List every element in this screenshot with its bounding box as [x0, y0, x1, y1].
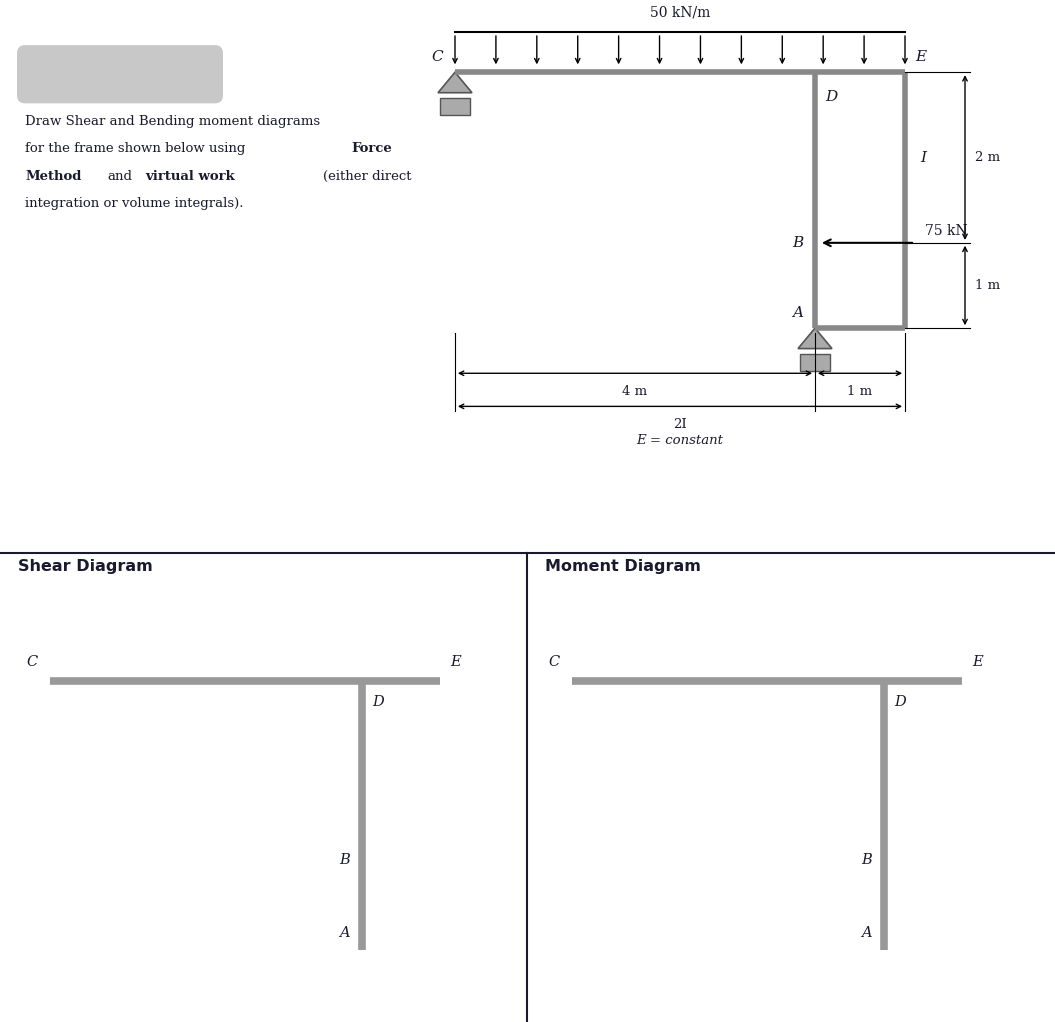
- Polygon shape: [798, 328, 832, 349]
- Text: E: E: [915, 50, 926, 64]
- Text: D: D: [894, 695, 906, 709]
- Text: B: B: [340, 853, 350, 868]
- Text: and: and: [107, 170, 132, 183]
- Text: Moment Diagram: Moment Diagram: [545, 559, 701, 574]
- Text: 50 kN/m: 50 kN/m: [650, 5, 710, 19]
- Text: B: B: [861, 853, 872, 868]
- Text: Shear Diagram: Shear Diagram: [18, 559, 153, 574]
- Text: I: I: [920, 150, 926, 165]
- Text: integration or volume integrals).: integration or volume integrals).: [25, 196, 244, 210]
- Text: A: A: [792, 307, 803, 320]
- Text: 2 m: 2 m: [975, 151, 1000, 165]
- Text: C: C: [431, 50, 443, 64]
- Text: 1 m: 1 m: [975, 279, 1000, 292]
- Text: Method: Method: [25, 170, 81, 183]
- Text: 1 m: 1 m: [847, 385, 872, 399]
- Polygon shape: [440, 98, 471, 114]
- Text: C: C: [26, 655, 38, 669]
- Text: E: E: [450, 655, 461, 669]
- FancyBboxPatch shape: [17, 45, 223, 103]
- Polygon shape: [438, 73, 472, 93]
- Text: C: C: [549, 655, 560, 669]
- Text: E = constant: E = constant: [636, 434, 724, 448]
- Text: 4 m: 4 m: [622, 385, 648, 399]
- Text: E: E: [972, 655, 982, 669]
- Text: Force: Force: [351, 142, 391, 155]
- Polygon shape: [800, 354, 830, 371]
- Text: D: D: [825, 90, 838, 104]
- Text: A: A: [340, 926, 350, 940]
- Text: A: A: [861, 926, 872, 940]
- Text: 2I: 2I: [673, 418, 687, 431]
- Text: for the frame shown below using: for the frame shown below using: [25, 142, 250, 155]
- Text: (either direct: (either direct: [323, 170, 411, 183]
- Text: virtual work: virtual work: [145, 170, 235, 183]
- Text: D: D: [372, 695, 384, 709]
- Text: B: B: [791, 236, 803, 249]
- Text: Draw Shear and Bending moment diagrams: Draw Shear and Bending moment diagrams: [25, 115, 320, 129]
- Text: 75 kN: 75 kN: [925, 224, 967, 238]
